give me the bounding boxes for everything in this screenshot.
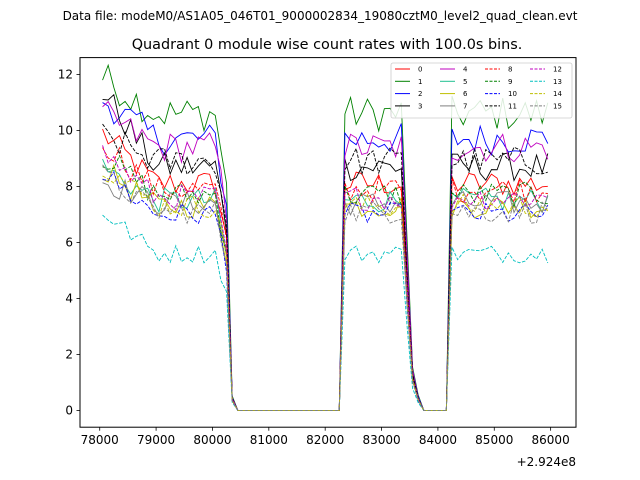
x-tick-label: 85000 xyxy=(475,433,513,447)
x-tick-label: 79000 xyxy=(137,433,175,447)
legend-label: 11 xyxy=(508,102,517,110)
x-tick-label: 81000 xyxy=(250,433,288,447)
y-tick-label: 12 xyxy=(58,68,73,82)
legend-label: 14 xyxy=(553,90,562,98)
chart-title: Quadrant 0 module wise count rates with … xyxy=(132,37,523,53)
legend-label: 7 xyxy=(463,102,467,110)
x-offset-label: +2.924e8 xyxy=(517,455,576,469)
x-tick-label: 83000 xyxy=(362,433,400,447)
legend-label: 5 xyxy=(463,78,467,86)
series-line-15 xyxy=(102,164,549,411)
y-tick-label: 4 xyxy=(65,292,73,306)
x-tick-label: 86000 xyxy=(532,433,570,447)
legend-label: 0 xyxy=(418,66,422,74)
x-tick-label: 84000 xyxy=(419,433,457,447)
legend-label: 3 xyxy=(418,102,422,110)
legend-label: 2 xyxy=(418,90,422,98)
legend-label: 8 xyxy=(508,66,512,74)
chart-suptitle: Data file: modeM0/AS1A05_046T01_90000028… xyxy=(63,9,578,23)
legend-label: 10 xyxy=(508,90,517,98)
y-tick-label: 2 xyxy=(65,348,73,362)
plot-area xyxy=(102,63,549,411)
series-line-11 xyxy=(102,123,548,411)
x-tick-label: 82000 xyxy=(306,433,344,447)
y-tick-label: 10 xyxy=(58,124,73,138)
legend-label: 6 xyxy=(463,90,468,98)
y-tick-label: 8 xyxy=(65,180,73,194)
legend-label: 4 xyxy=(463,66,468,74)
y-axis: 0 2 4 6 8 10 12 xyxy=(58,68,80,418)
x-tick-label: 78000 xyxy=(81,433,119,447)
legend-label: 1 xyxy=(418,78,422,86)
y-tick-label: 0 xyxy=(65,404,73,418)
y-tick-label: 6 xyxy=(65,236,73,250)
legend-box xyxy=(390,62,573,119)
x-tick-label: 80000 xyxy=(193,433,231,447)
x-axis: 78000 79000 80000 81000 82000 83000 84000 85000… xyxy=(81,427,570,447)
legend-label: 15 xyxy=(553,102,562,110)
legend-label: 13 xyxy=(553,78,562,86)
legend-label: 12 xyxy=(553,66,562,74)
legend-label: 9 xyxy=(508,78,512,86)
